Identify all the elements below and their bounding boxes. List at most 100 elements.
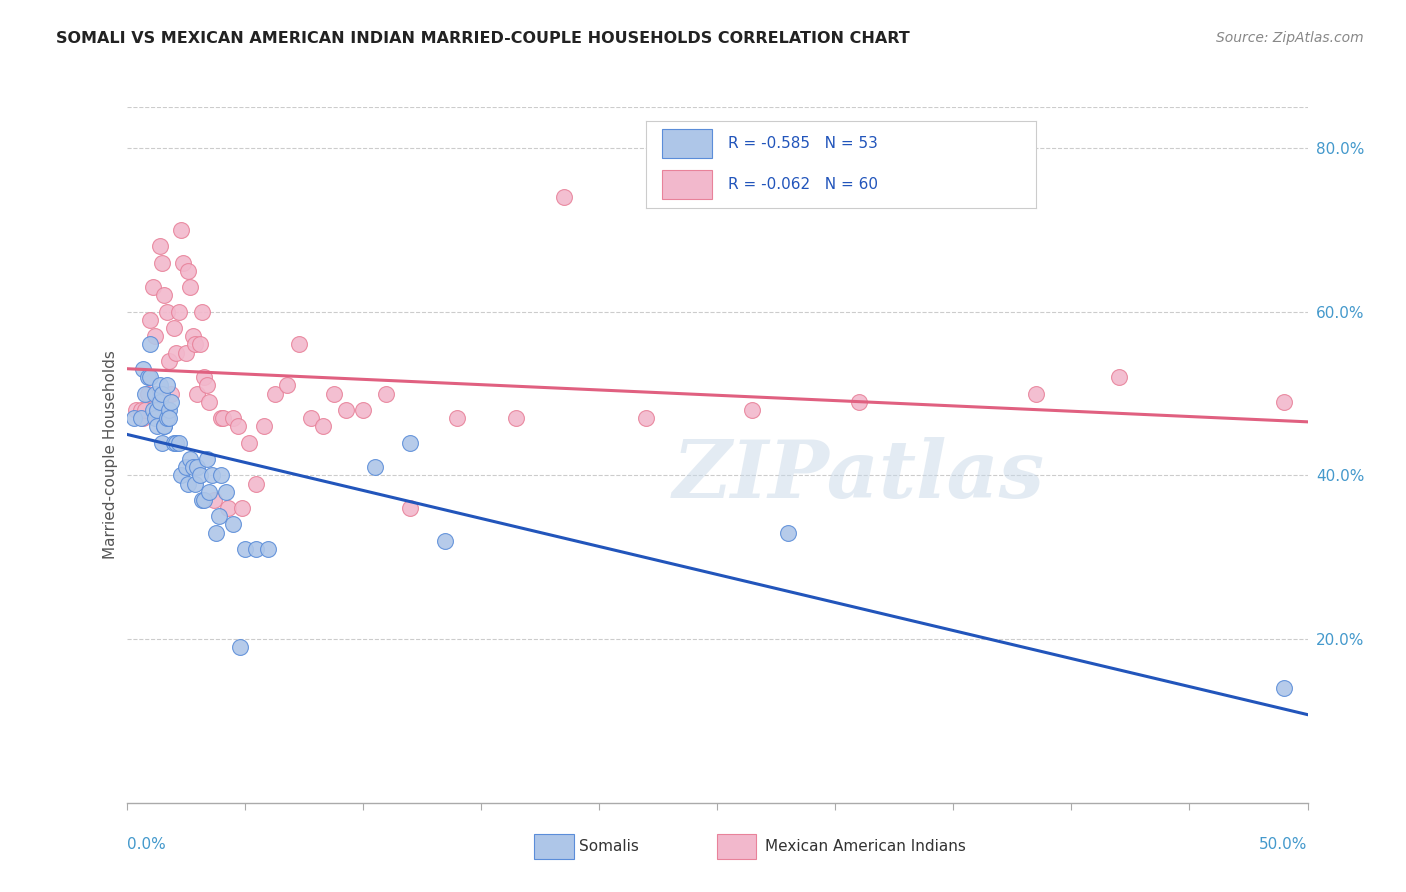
Point: [146, 419, 169, 434]
Point: [181, 329, 204, 343]
Point: [257, 542, 280, 557]
Point: [150, 255, 173, 269]
Point: [149, 239, 172, 253]
Point: [188, 468, 211, 483]
Point: [335, 403, 357, 417]
Text: SOMALI VS MEXICAN AMERICAN INDIAN MARRIED-COUPLE HOUSEHOLDS CORRELATION CHART: SOMALI VS MEXICAN AMERICAN INDIAN MARRIE…: [56, 31, 910, 46]
Point: [156, 378, 179, 392]
Point: [163, 435, 186, 450]
Point: [139, 313, 162, 327]
Point: [150, 435, 173, 450]
Point: [848, 394, 870, 409]
Point: [149, 378, 172, 392]
Point: [299, 411, 322, 425]
Point: [170, 468, 193, 483]
Point: [134, 403, 156, 417]
Point: [238, 435, 260, 450]
Point: [1025, 386, 1047, 401]
Point: [399, 435, 422, 450]
Point: [132, 411, 155, 425]
Point: [352, 403, 374, 417]
Point: [153, 288, 176, 302]
Point: [264, 386, 287, 401]
Point: [188, 337, 211, 351]
Point: [276, 378, 298, 392]
Point: [375, 386, 398, 401]
Text: Source: ZipAtlas.com: Source: ZipAtlas.com: [1216, 31, 1364, 45]
Point: [167, 435, 190, 450]
Point: [200, 468, 222, 483]
Point: [193, 370, 215, 384]
Point: [776, 525, 799, 540]
Point: [129, 411, 152, 425]
Point: [157, 403, 180, 417]
Point: [222, 517, 245, 532]
Point: [177, 264, 200, 278]
Point: [195, 378, 218, 392]
Point: [434, 533, 457, 548]
Point: [191, 492, 214, 507]
Point: [146, 386, 169, 401]
Point: [186, 460, 208, 475]
Point: [165, 435, 187, 450]
Point: [160, 394, 183, 409]
Point: [636, 411, 658, 425]
Point: [363, 460, 385, 475]
Point: [193, 492, 215, 507]
Point: [209, 411, 232, 425]
Point: [136, 370, 159, 384]
Point: [217, 501, 239, 516]
Point: [222, 411, 245, 425]
Point: [160, 386, 183, 401]
Point: [143, 411, 166, 425]
Text: Somalis: Somalis: [579, 839, 640, 854]
Point: [141, 403, 163, 417]
Point: [143, 329, 166, 343]
Text: 50.0%: 50.0%: [1260, 837, 1308, 852]
Point: [129, 403, 152, 417]
Point: [1108, 370, 1130, 384]
Point: [399, 501, 422, 516]
Point: [311, 419, 333, 434]
Text: 0.0%: 0.0%: [127, 837, 166, 852]
Point: [174, 345, 197, 359]
Point: [156, 304, 179, 318]
Point: [177, 476, 200, 491]
Point: [505, 411, 527, 425]
Point: [167, 304, 190, 318]
Point: [149, 394, 172, 409]
Point: [553, 190, 575, 204]
Point: [172, 255, 194, 269]
Point: [174, 460, 197, 475]
Point: [179, 452, 201, 467]
Point: [181, 460, 204, 475]
Point: [139, 337, 162, 351]
Point: [226, 419, 249, 434]
Point: [252, 419, 274, 434]
Point: [157, 353, 180, 368]
Point: [233, 542, 256, 557]
Point: [153, 419, 176, 434]
Point: [122, 411, 145, 425]
Point: [184, 476, 207, 491]
Point: [245, 476, 267, 491]
Point: [198, 484, 221, 499]
Point: [229, 640, 252, 655]
Point: [288, 337, 311, 351]
Point: [1272, 681, 1295, 696]
Point: [186, 386, 208, 401]
Point: [170, 223, 193, 237]
Point: [134, 386, 156, 401]
Point: [212, 411, 235, 425]
Point: [153, 419, 176, 434]
Y-axis label: Married-couple Households: Married-couple Households: [103, 351, 118, 559]
Point: [231, 501, 253, 516]
Point: [125, 403, 148, 417]
Point: [146, 403, 169, 417]
Point: [195, 452, 218, 467]
Point: [245, 542, 267, 557]
Point: [143, 386, 166, 401]
Point: [184, 337, 207, 351]
Point: [141, 280, 163, 294]
Point: [209, 468, 232, 483]
